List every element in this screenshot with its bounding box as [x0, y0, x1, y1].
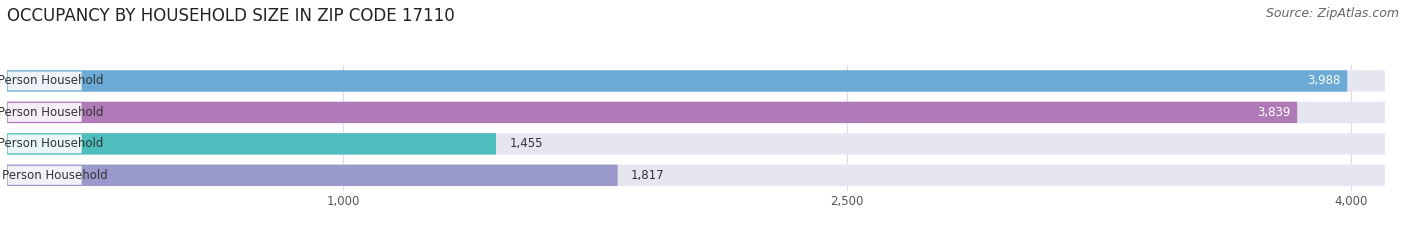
Text: 4+ Person Household: 4+ Person Household	[0, 169, 108, 182]
Text: 3,839: 3,839	[1257, 106, 1291, 119]
Text: 1,817: 1,817	[631, 169, 665, 182]
Text: OCCUPANCY BY HOUSEHOLD SIZE IN ZIP CODE 17110: OCCUPANCY BY HOUSEHOLD SIZE IN ZIP CODE …	[7, 7, 454, 25]
FancyBboxPatch shape	[7, 166, 82, 185]
FancyBboxPatch shape	[7, 133, 496, 154]
Text: 1-Person Household: 1-Person Household	[0, 75, 104, 87]
FancyBboxPatch shape	[7, 72, 82, 90]
FancyBboxPatch shape	[7, 70, 1347, 92]
FancyBboxPatch shape	[7, 165, 1385, 186]
FancyBboxPatch shape	[7, 165, 617, 186]
Text: 1,455: 1,455	[509, 137, 543, 150]
Text: 3,988: 3,988	[1308, 75, 1340, 87]
FancyBboxPatch shape	[7, 102, 1298, 123]
FancyBboxPatch shape	[7, 70, 1385, 92]
FancyBboxPatch shape	[7, 133, 1385, 154]
Text: 3-Person Household: 3-Person Household	[0, 137, 104, 150]
FancyBboxPatch shape	[7, 102, 1385, 123]
FancyBboxPatch shape	[7, 103, 82, 122]
FancyBboxPatch shape	[7, 134, 82, 153]
Text: Source: ZipAtlas.com: Source: ZipAtlas.com	[1265, 7, 1399, 20]
Text: 2-Person Household: 2-Person Household	[0, 106, 104, 119]
